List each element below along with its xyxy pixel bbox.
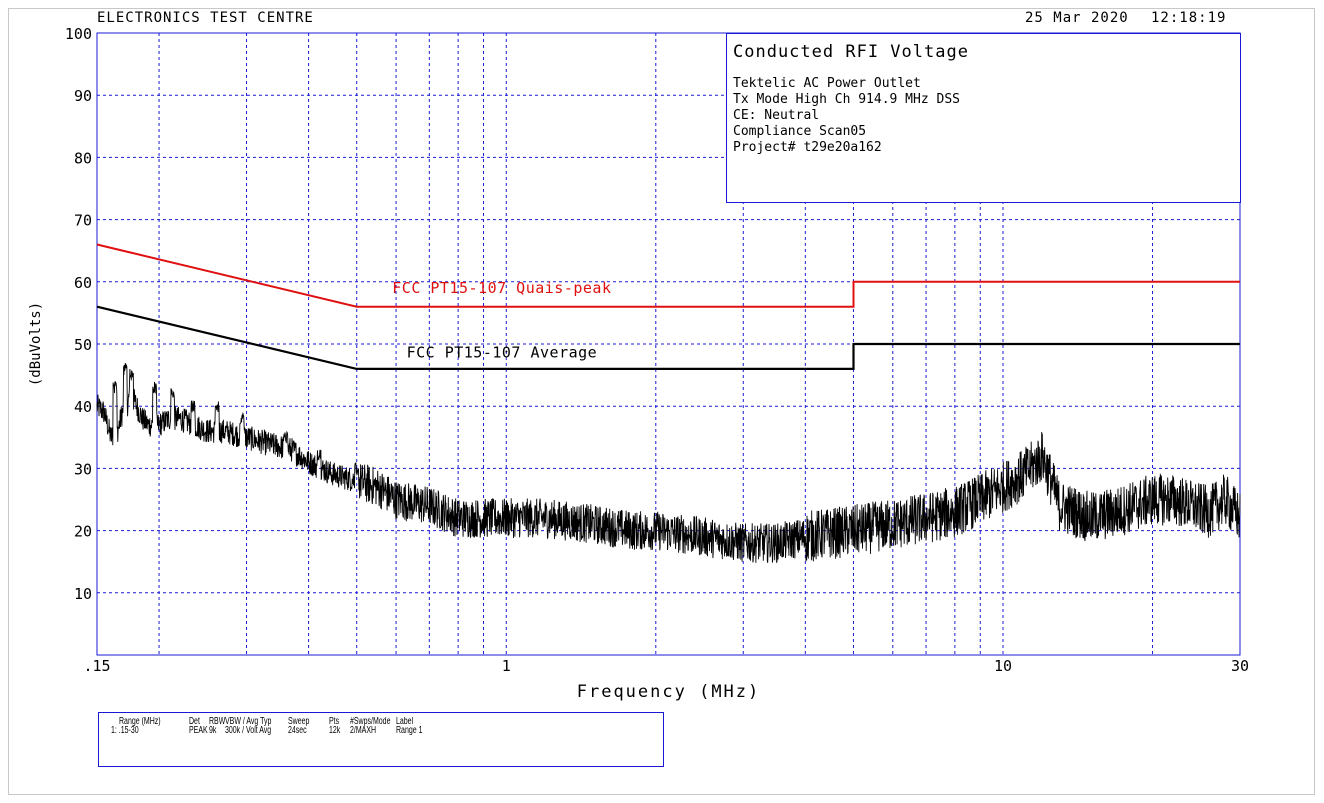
cell-vbw: 300k / Volt Avg	[225, 726, 272, 736]
quasi-peak-limit-label: FCC PT15-107 Quais-peak	[392, 279, 611, 297]
y-tick-label: 70	[74, 212, 92, 230]
time-label: 12:18:19	[1151, 10, 1227, 26]
org-label: ELECTRONICS TEST CENTRE	[97, 10, 314, 26]
x-axis-label: Frequency (MHz)	[577, 682, 761, 702]
col-header-range: Range (MHz)	[119, 717, 161, 727]
col-header-label: Label	[396, 717, 414, 727]
y-axis-label: (dBuVolts)	[28, 302, 44, 386]
cell-pts: 12k	[329, 726, 341, 736]
col-header-rbw: RBW	[209, 717, 226, 727]
y-tick-label: 30	[74, 460, 92, 478]
y-tick-label: 50	[74, 336, 92, 354]
outer-frame	[8, 8, 1315, 795]
cell-range: 1: .15-30	[111, 726, 139, 736]
col-header-det: Det	[189, 717, 200, 727]
y-tick-label: 100	[65, 25, 92, 43]
col-header-vbw: VBW / Avg Typ	[225, 717, 272, 727]
quasi-peak-limit-line	[96, 243, 1240, 308]
y-tick-label: 60	[74, 274, 92, 292]
y-tick-label: 80	[74, 149, 92, 167]
info-title: Conducted RFI Voltage	[733, 42, 969, 62]
info-line-scan: Compliance Scan05	[733, 124, 867, 139]
col-header-sweep: Sweep	[288, 717, 310, 727]
measured-trace	[96, 363, 1241, 563]
average-limit-line	[96, 305, 1240, 370]
cell-rbw: 9k	[209, 726, 217, 736]
cell-label: Range 1	[396, 726, 423, 736]
date-label: 25 Mar 2020	[1025, 10, 1129, 26]
info-line-project: Project# t29e20a162	[733, 140, 882, 155]
y-tick-label: 90	[74, 87, 92, 105]
y-tick-label: 20	[74, 523, 92, 541]
cell-sweep: 24sec	[288, 726, 307, 736]
x-tick-label: 1	[502, 657, 511, 675]
col-header-pts: Pts	[329, 717, 340, 727]
scan-settings-table: Range (MHz) Det RBW VBW / Avg Typ Sweep …	[98, 712, 664, 767]
average-limit-label: FCC PT15-107 Average	[407, 344, 598, 362]
x-tick-label: .15	[83, 657, 110, 675]
info-line-mode: Tx Mode High Ch 914.9 MHz DSS	[733, 92, 960, 107]
cell-swps: 2/MAXH	[350, 726, 377, 736]
y-tick-label: 40	[74, 398, 92, 416]
info-box: Conducted RFI Voltage Tektelic AC Power …	[726, 33, 1241, 203]
x-tick-label: 30	[1231, 657, 1249, 675]
info-line-ce: CE: Neutral	[733, 108, 820, 123]
y-tick-label: 10	[74, 585, 92, 603]
cell-det: PEAK	[189, 726, 208, 736]
info-line-device: Tektelic AC Power Outlet	[733, 76, 921, 91]
x-tick-label: 10	[994, 657, 1012, 675]
col-header-swps: #Swps/Mode	[350, 717, 391, 727]
